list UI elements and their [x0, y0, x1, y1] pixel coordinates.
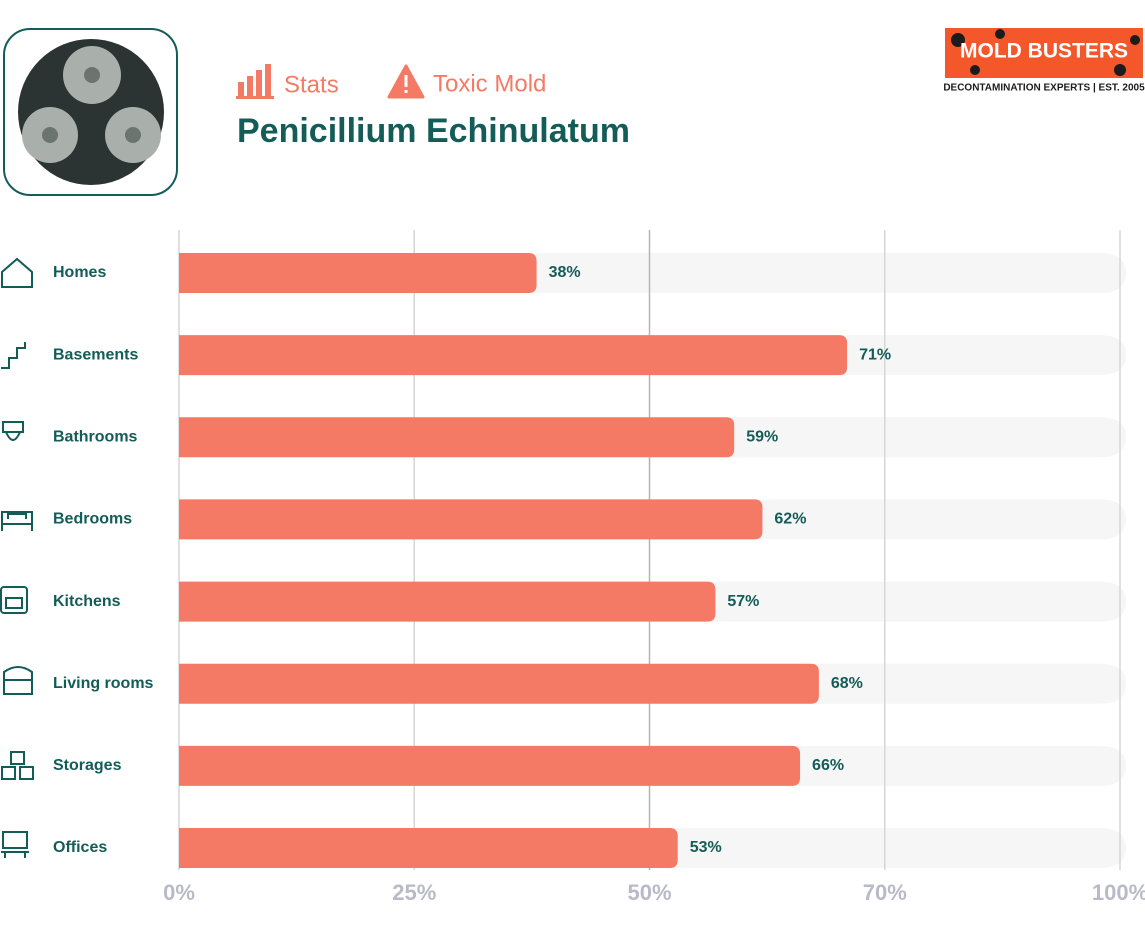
bar	[179, 828, 678, 868]
logo: MOLD BUSTERS DECONTAMINATION EXPERTS | E…	[943, 28, 1145, 94]
category-label: Homes	[53, 264, 106, 281]
bar	[179, 417, 735, 458]
mold-photo	[3, 28, 178, 196]
x-tick-label: 70%	[863, 880, 907, 905]
stats-tag: Stats	[284, 71, 339, 98]
value-label: 38%	[549, 264, 581, 281]
category-label: Bedrooms	[53, 511, 132, 528]
bar	[179, 499, 763, 540]
chart-title: Penicillium Echinulatum	[237, 112, 630, 150]
bar	[179, 663, 819, 704]
value-label: 71%	[859, 346, 891, 363]
category-label: Offices	[53, 839, 107, 856]
value-label: 53%	[690, 839, 722, 856]
category-label: Storages	[53, 757, 122, 774]
toxic-tag: Toxic Mold	[433, 70, 546, 97]
x-tick-label: 0%	[163, 880, 195, 905]
value-label: 68%	[831, 675, 863, 692]
category-label: Living rooms	[53, 675, 154, 692]
category-label: Bathrooms	[53, 429, 138, 446]
bar	[179, 335, 848, 376]
value-label: 66%	[812, 757, 844, 774]
row-icons	[0, 257, 34, 858]
x-tick-label: 25%	[392, 880, 436, 905]
logo-name: MOLD BUSTERS	[960, 40, 1128, 63]
value-label: 57%	[727, 593, 759, 610]
stats-icon	[236, 64, 274, 99]
bar	[179, 581, 716, 622]
logo-tagline: DECONTAMINATION EXPERTS | EST. 2005	[943, 83, 1145, 94]
category-label: Kitchens	[53, 593, 121, 610]
value-label: 59%	[746, 429, 778, 446]
bar	[179, 253, 537, 293]
category-label: Basements	[53, 346, 138, 363]
value-label: 62%	[774, 511, 806, 528]
x-tick-label: 100%	[1092, 880, 1145, 905]
bar	[179, 745, 801, 786]
warning-icon	[387, 64, 425, 99]
x-tick-label: 50%	[627, 880, 671, 905]
